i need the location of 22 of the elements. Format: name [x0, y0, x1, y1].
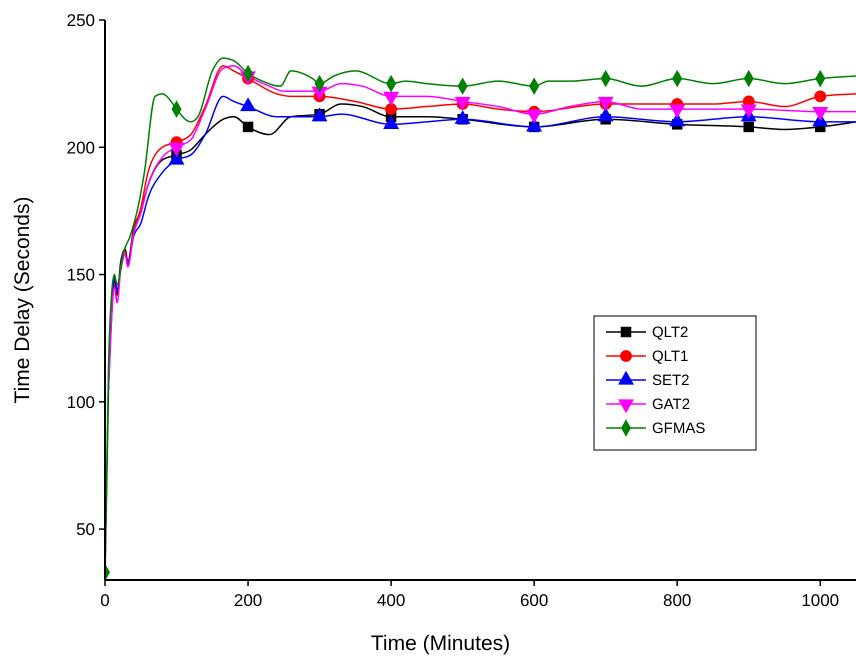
point: [385, 103, 398, 115]
legend-label: QLT1: [652, 348, 688, 365]
point: [743, 122, 754, 132]
y-tick-label: 50: [76, 520, 95, 540]
legend-label: GFMAS: [652, 420, 706, 437]
legend-label: GAT2: [652, 396, 690, 413]
x-tick-label: 1000: [801, 591, 840, 610]
y-tick-label: 150: [66, 266, 95, 285]
point: [814, 90, 826, 102]
y-tick-label: 250: [66, 11, 95, 30]
legend-label: QLT2: [652, 324, 688, 341]
x-axis-title: Time (Minutes): [370, 632, 510, 655]
y-axis-title: Time Delay (Seconds): [11, 196, 34, 404]
y-tick-label: 200: [66, 138, 95, 158]
x-tick-label: 400: [376, 591, 406, 610]
y-tick-label: 100: [66, 392, 95, 412]
legend-label: SET2: [652, 372, 690, 389]
x-tick-label: 600: [520, 591, 548, 610]
x-tick-label: 0: [100, 591, 110, 610]
x-tick-label: 800: [663, 591, 692, 610]
point: [242, 122, 254, 132]
x-tick-label: 200: [234, 591, 262, 610]
